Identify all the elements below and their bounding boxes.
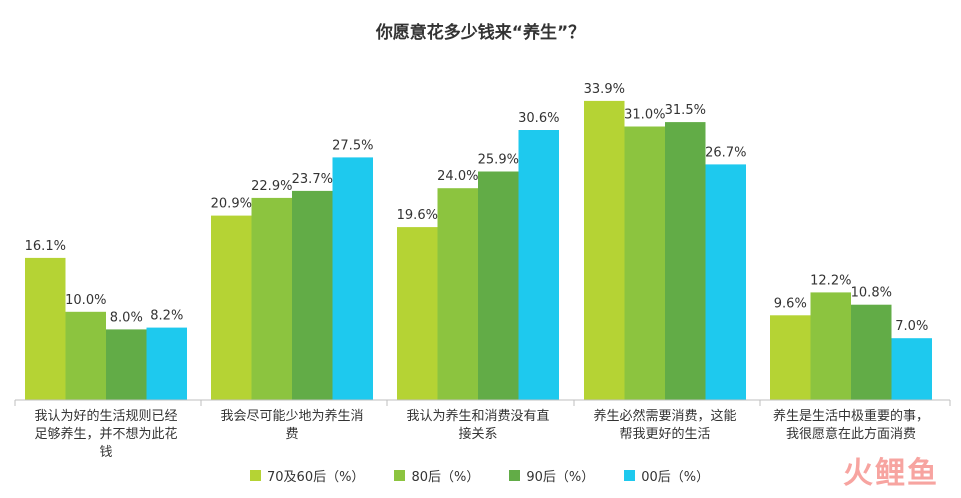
- data-label: 8.0%: [110, 310, 143, 325]
- category-label: 我认为养生和消费没有直接关系: [406, 408, 549, 442]
- category-label-line: 养生是生活中极重要的事，: [773, 408, 929, 424]
- bar: [478, 171, 519, 400]
- legend-swatch: [394, 470, 406, 481]
- category-label-line: 我很愿意在此方面消费: [786, 426, 916, 442]
- category-label-line: 接关系: [458, 426, 497, 442]
- bar: [891, 338, 932, 400]
- data-label: 31.5%: [665, 103, 706, 118]
- legend: 70及60后（%） 80后（%） 90后（%） 00后（%）: [250, 466, 709, 485]
- category-label: 养生是生活中极重要的事， 我很愿意在此方面消费: [773, 408, 929, 442]
- bar: [810, 292, 851, 400]
- category-label: 我会尽可能少地为养生消费: [220, 408, 363, 442]
- category-label-line: 足够养生，并不想为此花: [34, 426, 177, 442]
- bar: [292, 190, 333, 400]
- legend-item-80: 80后（%）: [394, 466, 479, 485]
- bar: [211, 215, 252, 400]
- category-label-line: 钱: [99, 445, 112, 460]
- category-label: 我认为好的生活规则已经足够养生，并不想为此花钱: [34, 408, 177, 460]
- chart-title: 你愿意花多少钱来“养生”？: [375, 23, 586, 43]
- data-label: 27.5%: [332, 138, 373, 153]
- bar: [665, 122, 706, 400]
- legend-item-90: 90后（%）: [509, 466, 594, 485]
- bar: [584, 100, 625, 401]
- data-label: 7.0%: [895, 319, 928, 334]
- legend-swatch: [250, 470, 261, 481]
- data-label: 12.2%: [810, 273, 851, 288]
- bar: [65, 311, 106, 400]
- bar: [437, 188, 478, 400]
- category-label-line: 费: [285, 427, 298, 442]
- category-label-line: 帮我更好的生活: [619, 426, 710, 442]
- category-label-line: 我认为好的生活规则已经: [34, 408, 177, 424]
- bar: [770, 315, 811, 400]
- legend-label: 70及60后（%）: [267, 470, 365, 485]
- data-label: 19.6%: [397, 208, 438, 223]
- legend-swatch: [509, 470, 521, 481]
- legend-item-00: 00后（%）: [624, 466, 709, 485]
- data-label: 22.9%: [251, 179, 292, 194]
- bar: [705, 164, 746, 400]
- bar: [106, 329, 147, 400]
- category-labels: 我认为好的生活规则已经足够养生，并不想为此花钱 我会尽可能少地为养生消费 我认为养生…: [34, 408, 929, 460]
- data-label: 24.0%: [437, 169, 478, 184]
- bar: [251, 197, 292, 400]
- data-label: 33.9%: [584, 82, 625, 97]
- bar: [25, 257, 66, 400]
- data-label: 30.6%: [518, 111, 559, 126]
- data-label: 25.9%: [478, 153, 519, 168]
- bar: [851, 304, 892, 400]
- category-label-line: 我认为养生和消费没有直: [406, 408, 549, 424]
- data-label: 10.8%: [851, 286, 892, 301]
- bar: [332, 157, 373, 400]
- data-label: 8.2%: [150, 309, 183, 324]
- legend-label: 90后（%）: [526, 470, 595, 485]
- bars-layer: [25, 100, 932, 401]
- bar: [146, 327, 187, 400]
- data-label: 31.0%: [624, 108, 665, 123]
- category-label-line: 我会尽可能少地为养生消: [220, 408, 363, 424]
- data-label: 16.1%: [25, 239, 66, 254]
- legend-item-70-60: 70及60后（%）: [250, 466, 364, 485]
- bar: [518, 130, 559, 400]
- legend-label: 00后（%）: [641, 470, 710, 485]
- watermark-logo: 火鲤鱼: [843, 456, 939, 491]
- data-label: 20.9%: [211, 197, 252, 212]
- category-label: 养生必然需要消费，这能帮我更好的生活: [593, 408, 736, 442]
- bar: [397, 227, 438, 400]
- bar: [624, 126, 665, 400]
- data-label: 9.6%: [774, 296, 807, 311]
- value-labels-layer: 16.1% 20.9% 19.6% 33.9% 9.6% 10.0% 22.9% 24.0% 3…: [25, 82, 929, 334]
- data-label: 26.7%: [705, 145, 746, 160]
- data-label: 23.7%: [292, 172, 333, 187]
- data-label: 10.0%: [65, 293, 106, 308]
- legend-label: 80后（%）: [411, 470, 480, 485]
- legend-swatch: [624, 470, 636, 481]
- category-dividers: [14, 400, 951, 406]
- category-label-line: 养生必然需要消费，这能: [593, 408, 736, 424]
